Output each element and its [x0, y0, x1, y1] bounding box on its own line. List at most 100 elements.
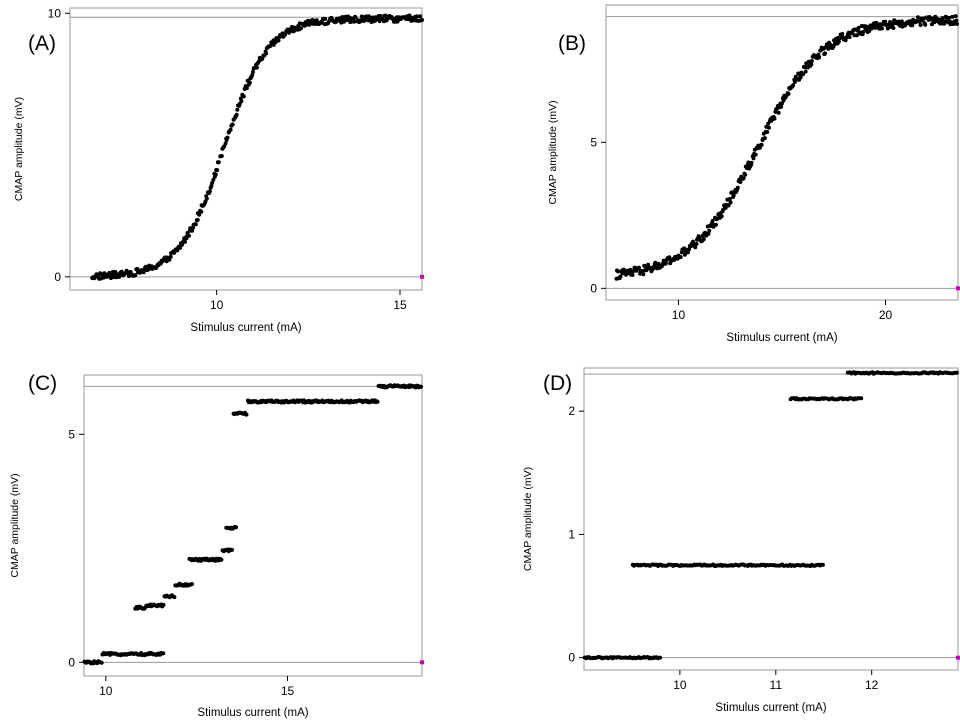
data-point [938, 21, 943, 26]
data-point [250, 73, 255, 77]
x-axis-title: Stimulus current (mA) [715, 702, 826, 714]
data-point [753, 152, 758, 157]
data-point [658, 655, 662, 660]
data-point [809, 62, 814, 67]
data-point [383, 13, 388, 18]
data-point [719, 214, 724, 219]
data-point [693, 245, 698, 250]
panel-label: (D) [543, 372, 572, 395]
data-point [283, 32, 288, 37]
data-point [738, 180, 743, 184]
y-tick-label: 0 [68, 655, 75, 669]
panel-label: (B) [558, 32, 586, 55]
data-point [187, 233, 191, 238]
data-point [230, 547, 234, 552]
data-point [247, 80, 252, 85]
data-point [653, 260, 658, 265]
data-point [362, 19, 366, 23]
data-point [190, 582, 194, 587]
data-point [847, 35, 852, 40]
x-tick-label: 10 [672, 308, 686, 322]
data-point [351, 19, 356, 24]
data-point [687, 247, 691, 252]
data-point [193, 222, 198, 227]
x-tick-label: 11 [770, 678, 783, 692]
data-point [216, 160, 221, 165]
plot-frame [605, 4, 959, 301]
y-tick-label: 5 [68, 427, 75, 441]
data-point [420, 17, 424, 22]
y-tick-label: 0 [54, 270, 61, 284]
data-point [749, 160, 754, 165]
data-point [271, 42, 276, 47]
data-point [667, 255, 672, 260]
data-point [731, 193, 736, 198]
panel-b: 10 20 0 5 Stimulus current (mA) CMAP amplitud… [547, 4, 960, 344]
data-point [955, 22, 959, 26]
data-point [883, 19, 888, 24]
data-point [809, 59, 814, 63]
data-point [244, 412, 249, 417]
data-point [215, 168, 220, 173]
data-point [954, 370, 959, 375]
data-point [168, 254, 173, 259]
data-point [375, 399, 380, 404]
data-point [861, 29, 866, 34]
data-point [728, 200, 733, 205]
data-point [630, 273, 635, 277]
data-point [108, 272, 112, 277]
data-point [99, 660, 104, 665]
data-point [953, 14, 958, 19]
data-point [859, 396, 864, 401]
data-point [299, 26, 303, 31]
data-point [707, 228, 712, 233]
data-point [950, 14, 955, 19]
data-point [161, 651, 166, 656]
data-point [219, 154, 224, 158]
data-point [706, 231, 711, 236]
data-point [407, 13, 412, 18]
data-point [195, 218, 200, 222]
data-point [241, 94, 246, 99]
data-point [204, 196, 209, 201]
data-point [348, 20, 353, 25]
data-point [197, 212, 202, 217]
data-point [714, 222, 718, 227]
data-point [175, 248, 180, 253]
data-point [741, 176, 746, 181]
end-marker [420, 274, 424, 279]
data-point [836, 39, 841, 44]
data-point [910, 23, 915, 28]
y-axis-title: CMAP amplitude (mV) [9, 473, 21, 577]
data-point [184, 236, 189, 241]
data-point [415, 14, 419, 19]
data-point [419, 384, 423, 389]
data-point [276, 38, 281, 43]
x-axis-title: Stimulus current (mA) [726, 332, 837, 344]
panel-label: (C) [28, 372, 57, 395]
data-point [210, 181, 214, 186]
end-marker [956, 655, 960, 660]
data-point [235, 107, 240, 112]
data-point [133, 273, 138, 278]
end-marker [956, 286, 960, 291]
data-point [923, 22, 928, 27]
data-point [867, 29, 872, 33]
plot-frame [83, 374, 423, 677]
x-axis-title: Stimulus current (mA) [197, 707, 308, 719]
data-point [323, 16, 328, 21]
data-point [239, 99, 244, 104]
data-point [791, 83, 796, 88]
data-point [244, 86, 249, 90]
data-point [746, 160, 751, 165]
data-point [251, 69, 255, 74]
data-point [759, 142, 764, 147]
data-point [641, 272, 646, 277]
data-point [211, 177, 216, 182]
data-point [864, 24, 868, 29]
data-point [779, 104, 784, 109]
data-point [727, 197, 732, 201]
panel-label: (A) [28, 32, 56, 55]
